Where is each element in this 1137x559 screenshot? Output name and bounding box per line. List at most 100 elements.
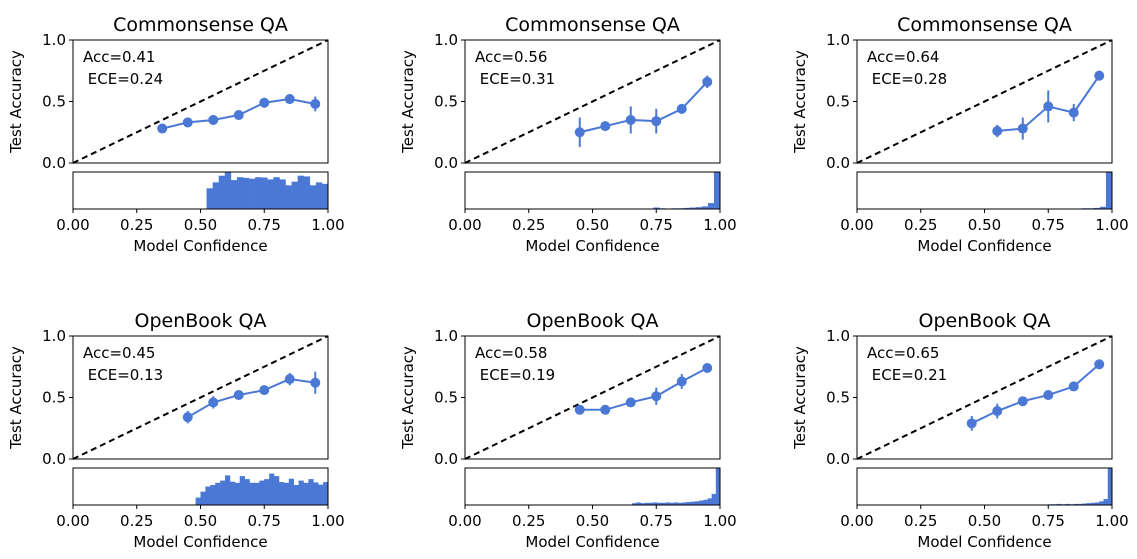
x-tick-label: 0.50 (184, 216, 217, 234)
histogram-bar (303, 482, 309, 505)
histogram-bar (707, 203, 715, 209)
data-point (600, 404, 611, 415)
data-point (1017, 123, 1028, 134)
x-tick-label: 1.00 (311, 216, 344, 234)
y-axis-label: Test Accuracy (7, 346, 25, 450)
histogram-axes (856, 171, 1113, 210)
x-tick-label: 0.50 (968, 512, 1001, 530)
chart-title: OpenBook QA (134, 310, 266, 332)
x-axis-label: Model Confidence (917, 533, 1051, 551)
chart-panel-1: Commonsense QA 0.0 0.5 1.0 Test Accuracy Acc=… (7, 14, 345, 255)
histogram-bar (715, 468, 721, 505)
chart-title: OpenBook QA (526, 310, 658, 332)
data-point (233, 390, 244, 401)
x-tick-label: 1.00 (703, 512, 736, 530)
histogram-bar (632, 503, 637, 505)
chart-panel-4: OpenBook QA 0.0 0.5 1.0 Test Accuracy Acc=0.4… (7, 310, 345, 551)
histogram-bar (285, 185, 292, 209)
x-tick-label: 1.00 (1095, 512, 1128, 530)
data-point (574, 127, 585, 138)
histogram-bar (309, 185, 317, 209)
chart-title: Commonsense QA (113, 14, 288, 36)
x-tick-label: 0.75 (248, 216, 281, 234)
histogram-bar (1095, 502, 1100, 505)
data-point (233, 110, 244, 121)
histogram-bar (225, 475, 231, 505)
data-point (208, 114, 219, 125)
histogram-bar (703, 499, 708, 505)
chart-title: OpenBook QA (918, 310, 1050, 332)
accuracy-annotation: Acc=0.65 (867, 344, 939, 362)
histogram-bar (640, 503, 646, 505)
histogram-bar (1065, 503, 1070, 505)
x-tick-label: 1.00 (311, 512, 344, 530)
histogram-bar (291, 181, 298, 209)
data-point (1068, 107, 1079, 118)
x-tick-label: 0.25 (904, 512, 937, 530)
chart-panel-2: Commonsense QA 0.0 0.5 1.0 Test Accuracy Acc=… (399, 14, 737, 255)
y-tick-label: 0.5 (42, 93, 66, 111)
chart-panel-3: Commonsense QA 0.0 0.5 1.0 Test Accuracy Acc=… (791, 14, 1129, 255)
x-tick-label: 0.75 (248, 512, 281, 530)
y-tick-label: 1.0 (42, 327, 66, 345)
data-point (574, 404, 585, 415)
y-tick-label: 1.0 (826, 31, 850, 49)
histogram-bar (200, 491, 206, 505)
histogram-bar (711, 493, 717, 505)
x-tick-label: 0.00 (840, 216, 873, 234)
x-tick-label: 0.75 (1032, 512, 1065, 530)
data-point (1068, 381, 1079, 392)
histogram-bar (678, 502, 683, 505)
x-axis-label: Model Confidence (525, 237, 659, 255)
x-tick-label: 0.50 (576, 216, 609, 234)
y-tick-label: 1.0 (434, 31, 458, 49)
ece-annotation: ECE=0.31 (475, 70, 555, 88)
ece-annotation: ECE=0.13 (83, 366, 163, 384)
histogram-bar (293, 485, 299, 505)
y-tick-label: 0.0 (42, 450, 66, 468)
y-tick-label: 0.0 (826, 154, 850, 172)
data-point (702, 76, 713, 87)
histogram-bar (224, 172, 232, 209)
perfect-calibration-line (72, 39, 329, 164)
chart-panel-5: OpenBook QA 0.0 0.5 1.0 Test Accuracy Acc=0.5… (399, 310, 737, 551)
calibration-series-line (187, 378, 316, 419)
y-tick-label: 1.0 (826, 327, 850, 345)
histogram-bar (686, 502, 692, 505)
histogram-bar (713, 172, 721, 209)
x-tick-label: 0.00 (56, 216, 89, 234)
histogram-bar (323, 482, 329, 505)
histogram-bar (682, 502, 687, 505)
histogram-bar (1078, 503, 1083, 505)
calibration-series-line (579, 367, 708, 411)
histogram-bar (243, 177, 250, 209)
histogram-bar (669, 502, 675, 505)
histogram-bar (1090, 502, 1096, 505)
histogram-bar (229, 481, 236, 505)
y-tick-label: 0.0 (42, 154, 66, 172)
histogram-bar (249, 482, 255, 505)
y-tick-label: 0.5 (826, 389, 850, 407)
histogram-bar (239, 476, 245, 505)
x-axis-label: Model Confidence (133, 533, 267, 551)
histogram-bar (274, 476, 280, 505)
histogram-bar (1073, 503, 1079, 505)
perfect-calibration-line (464, 39, 721, 164)
x-axis-label: Model Confidence (133, 237, 267, 255)
x-tick-label: 0.25 (120, 512, 153, 530)
histogram-bar (321, 183, 329, 209)
histogram-bar (313, 482, 319, 505)
y-tick-label: 0.5 (42, 389, 66, 407)
x-tick-label: 0.25 (512, 216, 545, 234)
histogram-bar (695, 207, 703, 209)
histogram-bar (195, 497, 201, 505)
data-point (182, 412, 193, 423)
chart-panel-6: OpenBook QA 0.0 0.5 1.0 Test Accuracy Acc=0.6… (791, 310, 1129, 551)
data-point (1094, 359, 1105, 370)
accuracy-annotation: Acc=0.45 (83, 344, 155, 362)
histogram-bar (264, 479, 270, 505)
perfect-calibration-line (72, 335, 329, 460)
histogram-bar (205, 486, 211, 505)
histogram-bar (665, 502, 671, 505)
y-tick-label: 1.0 (42, 31, 66, 49)
